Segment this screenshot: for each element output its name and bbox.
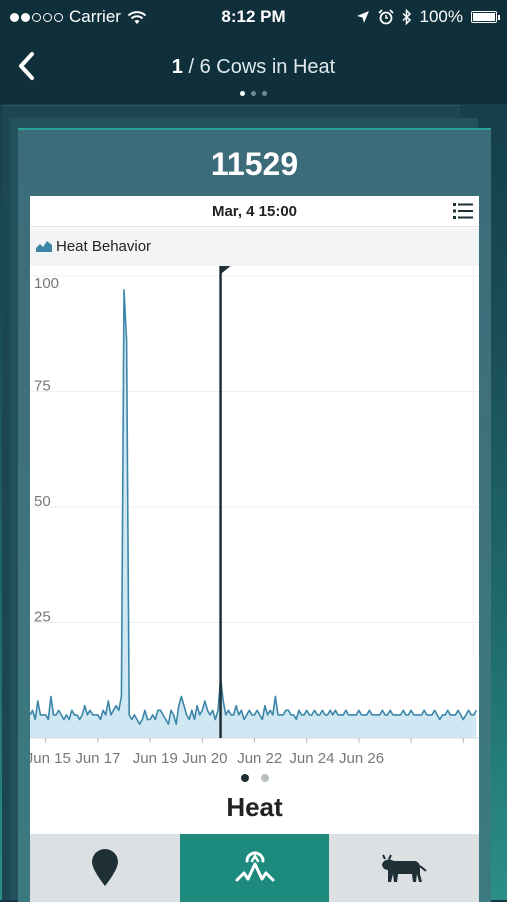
location-arrow-icon: [356, 11, 369, 23]
nav-title: 1 / 6 Cows in Heat: [0, 56, 507, 79]
location-pin-icon: [91, 849, 118, 886]
wifi-icon: [127, 10, 147, 24]
tab-cow[interactable]: [329, 834, 479, 902]
pager-dot[interactable]: [262, 91, 267, 96]
back-chevron-icon[interactable]: [12, 48, 42, 84]
section-title: Heat: [226, 792, 283, 822]
x-tick-label: Jun 24: [289, 750, 334, 767]
chart-date: Mar, 4 15:00: [211, 203, 298, 220]
cow-icon: [382, 854, 427, 882]
list-menu-icon[interactable]: [453, 202, 473, 220]
status-time: 8:12 PM: [221, 7, 286, 26]
status-right: 100%: [356, 7, 500, 27]
page-dot[interactable]: [260, 774, 269, 782]
chart-legend: Heat Behavior: [30, 228, 479, 266]
panel-header: Mar, 4 15:00: [30, 196, 479, 227]
y-tick-label: 100: [34, 275, 59, 292]
alarm-clock-icon: [377, 9, 394, 25]
x-tick-label: Jun 19: [133, 750, 178, 767]
legend-label: Heat Behavior: [56, 238, 152, 255]
x-tick-label: Jun 20: [182, 750, 227, 767]
tab-heat[interactable]: [179, 834, 330, 902]
cow-card[interactable]: 11529 Mar, 4 15:00 Heat Behavior 0255075…: [18, 128, 491, 902]
chart-page-dots: [30, 774, 479, 782]
x-tick-label: Jun 22: [237, 750, 282, 767]
series-area: [30, 289, 477, 738]
status-bar: Carrier 8:12 PM 100%: [0, 0, 507, 34]
tab-location[interactable]: [30, 834, 180, 902]
bluetooth-icon: [402, 9, 411, 25]
heat-activity-icon: [235, 851, 274, 882]
battery-percent: 100%: [419, 7, 463, 26]
y-tick-label: 75: [34, 378, 51, 395]
cow-id: 11529: [210, 146, 299, 182]
current-cow-index: 1: [171, 56, 183, 78]
navigation-bar: 1 / 6 Cows in Heat: [0, 34, 507, 104]
carrier-label: Carrier: [69, 7, 121, 26]
signal-strength-icon: [10, 12, 63, 22]
tab-bar: [30, 834, 479, 902]
y-tick-label: 25: [34, 609, 51, 626]
x-tick-label: Jun 26: [339, 750, 384, 767]
x-tick-label: Jun 17: [75, 750, 120, 767]
battery-icon: [471, 11, 500, 23]
pager-dot[interactable]: [251, 91, 256, 96]
time-marker-flag-icon: [219, 266, 231, 275]
x-tick-label: Jun 15: [30, 750, 71, 767]
page-dot[interactable]: [240, 774, 249, 782]
nav-title-text: / 6 Cows in Heat: [188, 56, 336, 78]
pager-dot[interactable]: [240, 91, 245, 96]
y-tick-label: 50: [34, 493, 51, 510]
heat-panel: Mar, 4 15:00 Heat Behavior 0255075100Jun…: [30, 196, 479, 902]
series-line: [30, 289, 478, 725]
card-pager: [0, 91, 507, 96]
area-chart-icon: [36, 241, 52, 252]
status-left: Carrier: [10, 7, 147, 27]
